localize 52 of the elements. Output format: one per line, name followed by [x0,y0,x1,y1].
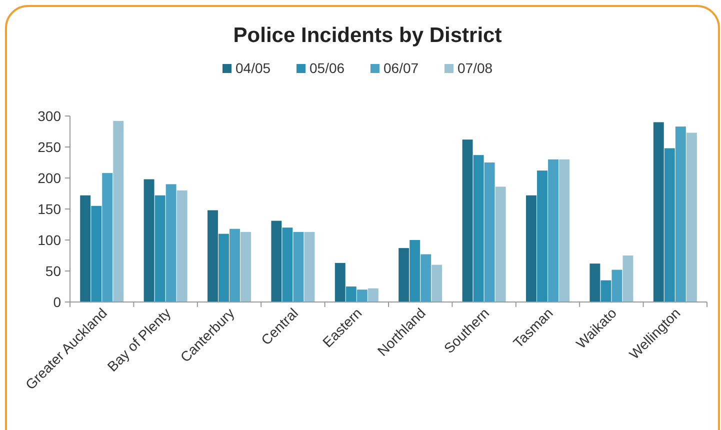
legend-label: 05/06 [310,60,345,76]
bar [80,195,91,302]
bar [675,126,686,302]
bar [271,220,282,302]
bar [334,262,346,302]
bar [600,280,612,302]
bar [537,170,548,302]
bar [473,155,484,302]
legend-label: 06/07 [384,60,419,76]
bar [356,290,368,302]
bar [398,248,410,302]
bar [559,159,570,302]
bar [113,120,124,302]
bar [612,270,622,302]
bar [166,184,176,302]
bar [230,228,240,302]
bar [91,206,102,302]
bar [548,159,558,302]
bar [495,186,506,302]
bar [420,254,432,302]
bar [304,232,315,302]
y-tick-label: 150 [38,200,62,217]
bar [293,232,304,302]
bar [664,148,675,302]
bar [432,264,442,302]
bar [240,232,251,302]
bar [282,228,293,302]
bar [368,288,378,302]
bar [144,179,154,302]
bar [346,286,356,302]
bar [218,234,229,302]
y-tick-label: 50 [45,262,62,279]
y-tick-label: 100 [38,232,62,248]
bar [653,122,664,302]
y-tick-label: 300 [38,108,62,124]
chart-title: Police Incidents by District [233,24,502,47]
y-tick-label: 250 [38,138,62,155]
y-tick-label: 200 [38,170,62,186]
bar [622,256,634,302]
y-tick-label: 0 [53,294,62,310]
bar [154,195,166,302]
bar [686,132,697,302]
bar [590,264,600,302]
bar [526,195,536,302]
legend-label: 07/08 [458,60,493,76]
bar [208,210,218,302]
bar [462,140,473,302]
bar [176,190,188,302]
bar [484,162,495,302]
bar [410,240,420,302]
legend-label: 04/05 [236,60,271,76]
bar [102,173,113,302]
